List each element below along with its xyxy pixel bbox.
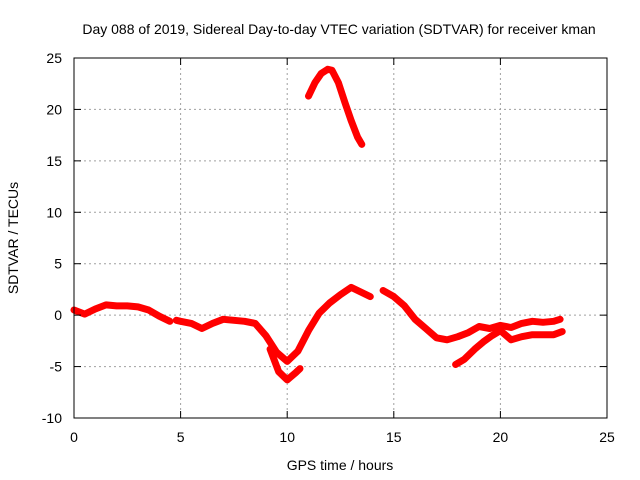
x-axis-label: GPS time / hours xyxy=(287,457,394,473)
series-line-late-arc-2 xyxy=(452,327,566,368)
data-point xyxy=(252,320,259,327)
data-point xyxy=(354,134,361,141)
data-point xyxy=(188,320,195,327)
data-point xyxy=(401,302,408,309)
data-point xyxy=(316,310,323,317)
y-tick-label: 10 xyxy=(46,204,62,220)
data-point xyxy=(305,327,312,334)
data-point xyxy=(173,317,180,324)
data-point xyxy=(305,93,312,100)
data-point xyxy=(81,311,88,318)
data-point xyxy=(508,324,515,331)
data-point xyxy=(102,301,109,308)
data-point xyxy=(540,319,547,326)
y-tick-label: 20 xyxy=(46,101,62,117)
data-point xyxy=(134,303,141,310)
data-point xyxy=(324,66,331,73)
data-point xyxy=(124,302,131,309)
data-point xyxy=(358,289,365,296)
data-point xyxy=(166,318,173,325)
data-point xyxy=(559,328,566,335)
data-point xyxy=(518,333,525,340)
chart-title: Day 088 of 2019, Sidereal Day-to-day VTE… xyxy=(82,21,595,37)
x-tick-label: 15 xyxy=(386,429,402,445)
data-point xyxy=(284,358,291,365)
y-tick-label: 25 xyxy=(46,50,62,66)
data-point xyxy=(262,332,269,339)
data-point xyxy=(412,316,419,323)
data-point xyxy=(267,346,274,353)
y-tick-label: -10 xyxy=(42,410,62,426)
x-axis: 0 5 10 15 20 25 xyxy=(70,58,615,445)
data-point xyxy=(422,325,429,332)
data-point xyxy=(465,329,472,336)
y-axis-label: SDTVAR / TECUs xyxy=(5,182,21,294)
data-point xyxy=(230,317,237,324)
data-point xyxy=(476,323,483,330)
data-point xyxy=(337,291,344,298)
data-point xyxy=(486,325,493,332)
data-point xyxy=(518,320,525,327)
data-point xyxy=(113,302,120,309)
y-tick-label: 15 xyxy=(46,153,62,169)
data-point xyxy=(367,293,374,300)
data-point xyxy=(92,305,99,312)
data-point xyxy=(220,316,227,323)
data-point xyxy=(471,346,478,353)
data-point xyxy=(145,307,152,313)
data-point xyxy=(454,333,461,340)
data-point xyxy=(326,299,333,306)
data-point xyxy=(452,361,459,368)
data-point xyxy=(497,327,504,334)
y-tick-label: 0 xyxy=(54,307,62,323)
data-point xyxy=(318,70,325,77)
data-point xyxy=(284,376,291,383)
x-tick-label: 25 xyxy=(599,429,615,445)
data-point xyxy=(275,368,282,375)
data-point xyxy=(390,293,397,300)
data-point xyxy=(156,313,163,320)
data-point xyxy=(540,331,547,338)
x-tick-label: 20 xyxy=(493,429,509,445)
data-point xyxy=(292,369,299,376)
grid xyxy=(74,58,607,418)
data-point xyxy=(461,356,468,363)
series-line-high-arc xyxy=(305,65,366,148)
series-layer xyxy=(70,65,566,384)
y-tick-label: -5 xyxy=(50,359,63,375)
data-point xyxy=(380,287,387,294)
data-point xyxy=(348,284,355,291)
data-point xyxy=(550,331,557,338)
y-axis: -10 -5 0 5 10 15 20 25 xyxy=(42,50,607,426)
plot-frame xyxy=(73,57,608,419)
data-point xyxy=(529,331,536,338)
series-line-early-arc xyxy=(70,301,174,325)
data-point xyxy=(550,318,557,325)
y-tick-label: 5 xyxy=(54,256,62,272)
data-point xyxy=(311,79,318,86)
data-point xyxy=(209,320,216,327)
data-point xyxy=(480,338,487,345)
data-point xyxy=(328,67,335,74)
x-tick-label: 0 xyxy=(70,429,78,445)
data-point xyxy=(529,318,536,325)
data-point xyxy=(508,336,515,343)
data-point xyxy=(177,318,184,325)
data-point xyxy=(198,325,205,332)
data-point xyxy=(557,316,564,323)
x-tick-label: 10 xyxy=(279,429,295,445)
data-point xyxy=(358,141,365,148)
data-point xyxy=(294,348,301,355)
data-point xyxy=(348,117,355,124)
data-point xyxy=(433,334,440,341)
data-point xyxy=(488,332,495,339)
data-point xyxy=(444,336,451,343)
data-point xyxy=(335,79,342,86)
data-point xyxy=(341,99,348,106)
x-tick-label: 5 xyxy=(177,429,185,445)
data-point xyxy=(296,365,303,372)
data-point xyxy=(241,318,248,325)
